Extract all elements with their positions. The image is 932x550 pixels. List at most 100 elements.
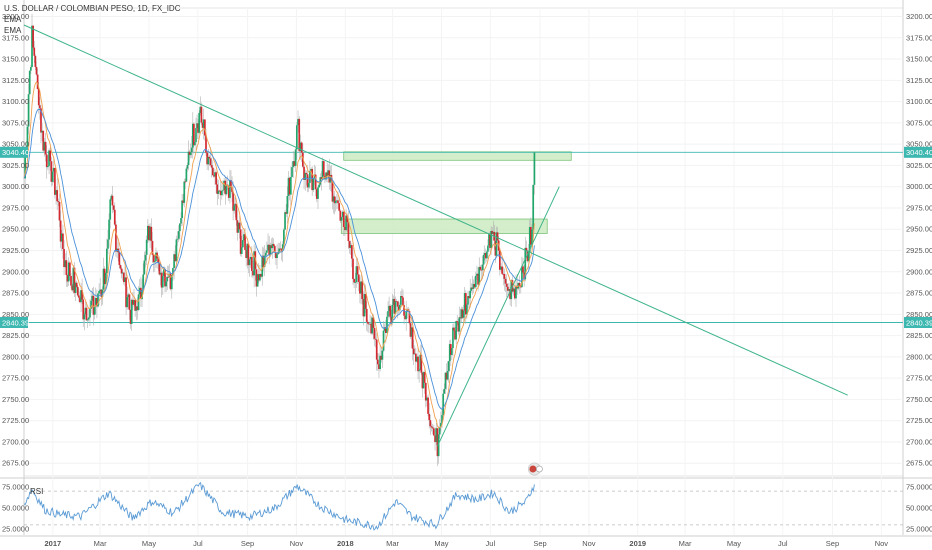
x-tick-label: Sep <box>241 539 254 548</box>
candle-body <box>32 25 34 48</box>
y-tick-label-left: 2850.00 <box>2 310 29 319</box>
candle-body <box>158 262 161 275</box>
candle-body <box>462 310 465 318</box>
candle-body <box>187 151 190 166</box>
candle-body <box>36 74 39 90</box>
ema-legend-1[interactable]: EMA <box>4 15 22 24</box>
candle-body <box>509 289 511 300</box>
candle-body <box>409 323 412 337</box>
candle-body <box>208 156 211 159</box>
y-tick-label-right: 2825.00 <box>906 331 932 340</box>
candle-body <box>344 226 346 231</box>
candle-body <box>205 135 207 153</box>
candle-body <box>508 289 510 291</box>
candle-body <box>109 199 112 220</box>
candle-body <box>479 266 482 270</box>
candle-body <box>142 274 145 291</box>
candle-body <box>107 239 109 249</box>
candle-body <box>347 222 350 242</box>
candle-body <box>263 255 266 268</box>
candle-body <box>363 294 366 317</box>
candle-body <box>81 290 83 300</box>
candle-body <box>460 309 463 319</box>
candle-body <box>55 190 57 195</box>
x-tick-label: 2017 <box>45 539 62 548</box>
candle-body <box>153 261 156 263</box>
ema-legend-2[interactable]: EMA <box>4 26 22 35</box>
candle-body <box>126 297 129 308</box>
candle-body <box>276 254 278 259</box>
candle-body <box>320 177 323 179</box>
candle-body <box>257 274 260 281</box>
candle-body <box>519 286 522 288</box>
candle-body <box>498 250 501 270</box>
candle-body <box>125 277 127 308</box>
y-tick-label-right: 3100.00 <box>906 97 932 106</box>
candle-body <box>410 327 413 337</box>
candle-body <box>381 350 384 360</box>
y-tick-label-left: 2975.00 <box>2 203 29 212</box>
y-tick-label-left: 2700.00 <box>2 437 29 446</box>
candle-body <box>233 205 236 211</box>
rsi-legend[interactable]: RSI <box>30 487 44 496</box>
candle-body <box>224 180 227 195</box>
candle-body <box>250 256 253 271</box>
candle-body <box>304 172 307 180</box>
y-tick-label-left: 3000.00 <box>2 182 29 191</box>
candle-body <box>279 248 282 250</box>
candle-body <box>201 122 204 128</box>
candle-body <box>339 210 342 221</box>
candle-body <box>333 196 336 204</box>
candle-body <box>382 330 385 351</box>
candle-body <box>350 245 353 259</box>
resistance-zone[interactable] <box>343 151 572 161</box>
candle-body <box>512 288 515 292</box>
candle-body <box>392 298 395 305</box>
y-tick-label-right: 2975.00 <box>906 203 932 212</box>
x-tick-label: Nov <box>875 539 889 548</box>
candle-body <box>110 195 113 200</box>
candle-body <box>437 434 440 457</box>
candle-body <box>360 281 362 294</box>
candle-body <box>145 239 148 255</box>
trendline[interactable] <box>23 24 848 396</box>
candle-body <box>97 293 99 307</box>
price-label-bg-right <box>904 146 932 158</box>
candle-body <box>533 152 536 185</box>
candle-body <box>383 327 386 331</box>
candle-body <box>357 274 360 283</box>
candle-body <box>301 152 304 167</box>
candle-body <box>507 286 509 291</box>
candle-body <box>99 289 102 291</box>
candle-body <box>331 180 334 202</box>
candle-body <box>69 262 71 276</box>
y-tick-label-right: 3175.00 <box>906 33 932 42</box>
candle-body <box>491 230 494 235</box>
candle-body <box>522 266 524 273</box>
candle-body <box>334 200 337 204</box>
resistance-zone[interactable] <box>340 218 548 234</box>
candle-body <box>414 353 417 362</box>
y-tick-label-right: 3050.00 <box>906 140 932 149</box>
candle-body <box>166 276 169 282</box>
candle-body <box>355 266 358 283</box>
candle-body <box>438 426 441 435</box>
candle-body <box>48 150 50 167</box>
candle-body <box>119 265 122 269</box>
candle-body <box>236 220 239 233</box>
candle-body <box>461 309 464 318</box>
candle-body <box>270 245 273 249</box>
candle-body <box>101 289 104 297</box>
candle-body <box>26 126 29 147</box>
candle-body <box>47 166 49 168</box>
candle-body <box>378 364 380 370</box>
trendline[interactable] <box>437 186 560 447</box>
candle-body <box>440 422 442 427</box>
candle-body <box>354 282 357 284</box>
candle-body <box>140 287 142 300</box>
candle-body <box>448 344 451 362</box>
candle-body <box>65 260 68 276</box>
y-tick-label-left: 3175.00 <box>2 33 29 42</box>
